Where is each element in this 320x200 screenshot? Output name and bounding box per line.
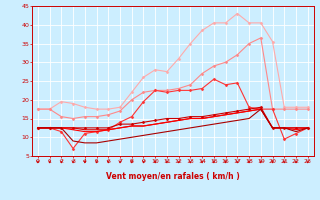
X-axis label: Vent moyen/en rafales ( km/h ): Vent moyen/en rafales ( km/h ) <box>106 172 240 181</box>
